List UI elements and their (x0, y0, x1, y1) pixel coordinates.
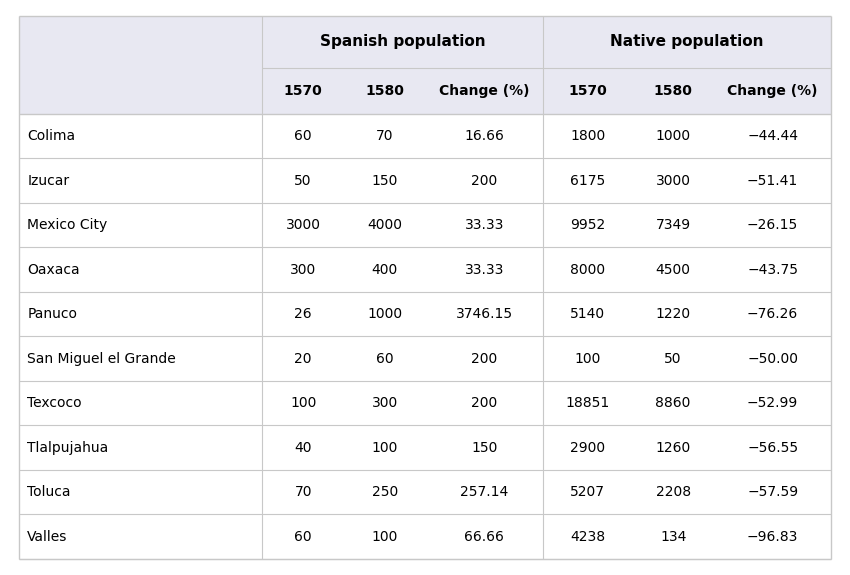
Text: −56.55: −56.55 (747, 440, 798, 455)
Text: −76.26: −76.26 (747, 307, 798, 321)
Text: 7349: 7349 (655, 218, 691, 232)
Text: −96.83: −96.83 (747, 530, 798, 543)
Text: 50: 50 (294, 174, 312, 187)
Text: 60: 60 (294, 129, 312, 143)
Text: 1800: 1800 (570, 129, 605, 143)
Text: Valles: Valles (27, 530, 68, 543)
Text: 5140: 5140 (570, 307, 605, 321)
Text: Change (%): Change (%) (728, 84, 818, 98)
Text: 100: 100 (575, 351, 601, 366)
Text: Texcoco: Texcoco (27, 396, 82, 410)
Text: 33.33: 33.33 (464, 263, 504, 277)
Text: 16.66: 16.66 (464, 129, 504, 143)
Text: Native population: Native population (610, 34, 764, 49)
Text: 20: 20 (294, 351, 312, 366)
Text: 66.66: 66.66 (464, 530, 504, 543)
Text: −52.99: −52.99 (747, 396, 798, 410)
Text: Change (%): Change (%) (439, 84, 530, 98)
Text: Colima: Colima (27, 129, 76, 143)
Text: 26: 26 (294, 307, 312, 321)
Text: −57.59: −57.59 (747, 485, 798, 499)
Text: 18851: 18851 (565, 396, 609, 410)
Text: 3000: 3000 (655, 174, 691, 187)
Text: 1000: 1000 (367, 307, 402, 321)
Text: 200: 200 (471, 351, 497, 366)
Bar (543, 16, 831, 68)
Text: 200: 200 (471, 396, 497, 410)
Text: 50: 50 (665, 351, 682, 366)
Text: 200: 200 (471, 174, 497, 187)
Text: 250: 250 (371, 485, 398, 499)
Text: 1220: 1220 (655, 307, 691, 321)
Text: 9952: 9952 (570, 218, 605, 232)
Text: 60: 60 (294, 530, 312, 543)
Bar (19, 114, 831, 559)
Text: 8000: 8000 (570, 263, 605, 277)
Text: −26.15: −26.15 (747, 218, 798, 232)
Text: 70: 70 (294, 485, 312, 499)
Bar (263, 16, 543, 68)
Text: 3000: 3000 (286, 218, 320, 232)
Text: 300: 300 (290, 263, 316, 277)
Text: 134: 134 (660, 530, 686, 543)
Text: 1000: 1000 (655, 129, 691, 143)
Text: 8860: 8860 (655, 396, 691, 410)
Text: 1580: 1580 (366, 84, 404, 98)
Text: 3746.15: 3746.15 (456, 307, 513, 321)
Bar (19, 68, 831, 114)
Text: 1570: 1570 (284, 84, 322, 98)
Text: 400: 400 (371, 263, 398, 277)
Text: Spanish population: Spanish population (320, 34, 485, 49)
Text: −50.00: −50.00 (747, 351, 798, 366)
Text: 1570: 1570 (569, 84, 607, 98)
Bar (19, 16, 263, 68)
Text: 5207: 5207 (570, 485, 605, 499)
Text: 300: 300 (371, 396, 398, 410)
Text: 40: 40 (294, 440, 312, 455)
Text: 2900: 2900 (570, 440, 605, 455)
Text: 6175: 6175 (570, 174, 605, 187)
Text: 4238: 4238 (570, 530, 605, 543)
Text: 4500: 4500 (655, 263, 691, 277)
Text: Toluca: Toluca (27, 485, 71, 499)
Text: 257.14: 257.14 (460, 485, 508, 499)
Text: Oaxaca: Oaxaca (27, 263, 80, 277)
Text: Mexico City: Mexico City (27, 218, 107, 232)
Text: 60: 60 (376, 351, 394, 366)
Text: San Miguel el Grande: San Miguel el Grande (27, 351, 176, 366)
Text: 2208: 2208 (655, 485, 691, 499)
Text: −43.75: −43.75 (747, 263, 798, 277)
Text: 100: 100 (371, 440, 398, 455)
Text: 1580: 1580 (654, 84, 693, 98)
Text: 70: 70 (376, 129, 394, 143)
Text: 33.33: 33.33 (464, 218, 504, 232)
Text: 100: 100 (371, 530, 398, 543)
Text: Panuco: Panuco (27, 307, 77, 321)
Text: −44.44: −44.44 (747, 129, 798, 143)
Text: 4000: 4000 (367, 218, 402, 232)
Text: 150: 150 (471, 440, 497, 455)
Text: Izucar: Izucar (27, 174, 70, 187)
Text: Tlalpujahua: Tlalpujahua (27, 440, 109, 455)
Text: 1260: 1260 (655, 440, 691, 455)
Text: 100: 100 (290, 396, 316, 410)
Text: −51.41: −51.41 (747, 174, 798, 187)
Text: 150: 150 (371, 174, 398, 187)
